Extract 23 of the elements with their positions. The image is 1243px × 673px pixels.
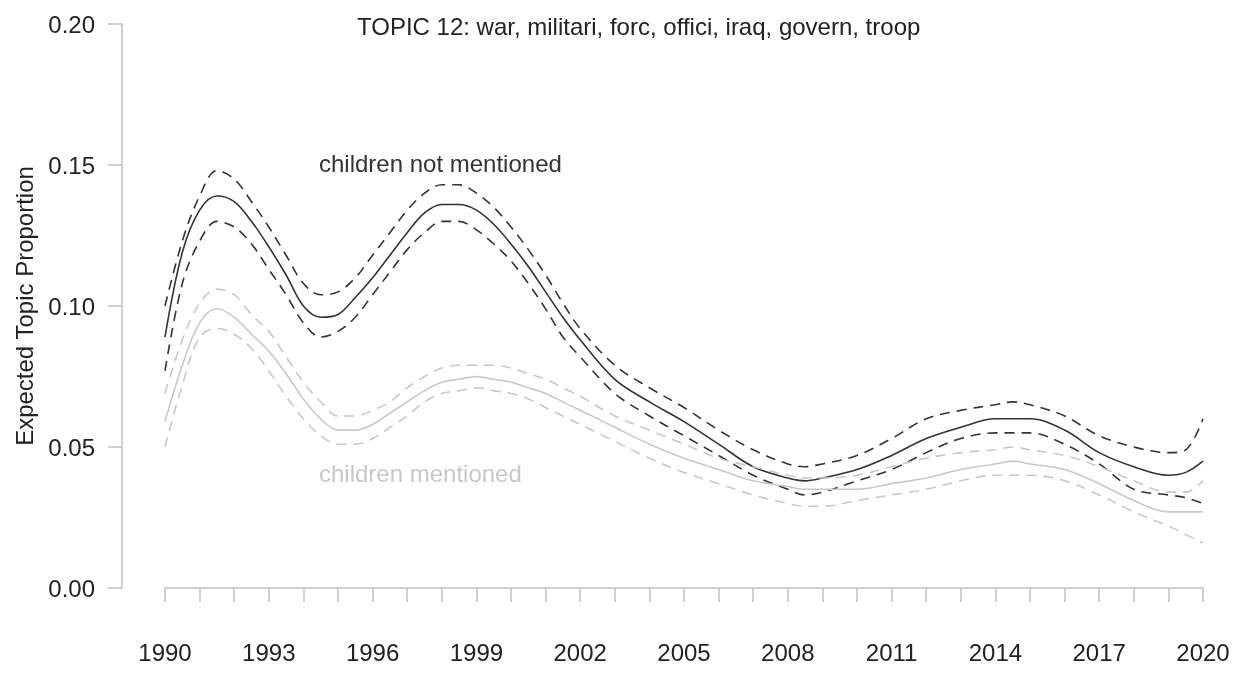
x-tick-label: 2005 bbox=[657, 638, 711, 666]
x-tick-label: 1993 bbox=[242, 638, 296, 666]
x-tick-label: 2011 bbox=[865, 638, 918, 666]
x-tick-label: 2008 bbox=[761, 638, 815, 666]
y-tick-label: 0.15 bbox=[48, 151, 95, 179]
line-series bbox=[164, 327, 1204, 544]
x-tick-label: 1996 bbox=[345, 638, 400, 666]
y-axis-title: Expected Topic Proportion bbox=[10, 166, 38, 446]
x-tick-label: 2002 bbox=[553, 638, 607, 666]
x-tick-label: 2017 bbox=[1072, 638, 1126, 666]
y-tick-label: 0.00 bbox=[48, 574, 95, 602]
line-series bbox=[164, 288, 1204, 493]
line-series bbox=[164, 220, 1204, 505]
chart-title: TOPIC 12: war, militari, forc, offici, iraq, govern, troop bbox=[357, 12, 921, 40]
line-series bbox=[164, 308, 1204, 513]
x-tick-label: 1990 bbox=[138, 638, 192, 666]
x-tick-label: 1999 bbox=[449, 638, 504, 666]
y-tick-label: 0.10 bbox=[48, 292, 95, 320]
series-label: children not mentioned bbox=[319, 149, 562, 177]
x-tick-label: 2020 bbox=[1176, 638, 1230, 666]
y-tick-label: 0.20 bbox=[48, 10, 95, 38]
x-tick-label: 2014 bbox=[968, 638, 1023, 666]
y-tick-label: 0.05 bbox=[48, 433, 95, 461]
